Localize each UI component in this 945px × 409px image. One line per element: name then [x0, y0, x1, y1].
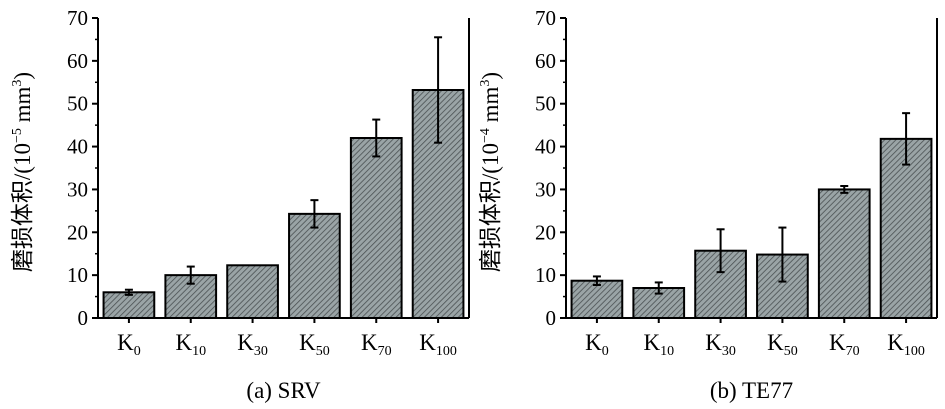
- error-bar-K100: [902, 112, 911, 166]
- y-tick-label-50: 50: [535, 92, 556, 116]
- y-tick-label-50: 50: [67, 92, 88, 116]
- chart-panel-1: K0 K10 K30 K50 K70 K100 0 10 20 30 40 50 60 70 磨损体积/(1…: [10, 6, 470, 403]
- category-label-K30: K30: [237, 330, 268, 359]
- y-tick-label-40: 40: [67, 135, 88, 159]
- category-label-K10: K10: [643, 330, 674, 359]
- error-bar-K10: [186, 265, 195, 285]
- y-tick-label-30: 30: [67, 177, 88, 201]
- error-bar-K100: [434, 36, 443, 144]
- category-label-K70: K70: [829, 330, 860, 359]
- y-tick-label-0: 0: [546, 306, 557, 330]
- bar-K30: [226, 264, 279, 320]
- error-bar-K10: [654, 281, 663, 295]
- y-axis-title: 磨损体积/(10−4 mm3): [478, 72, 503, 272]
- error-bar-K0: [124, 288, 133, 296]
- error-bar-K70: [840, 185, 849, 194]
- bar-K70: [349, 137, 403, 319]
- bar-K50: [288, 212, 341, 319]
- error-bar-K0: [592, 275, 601, 286]
- bar-K100: [879, 137, 933, 319]
- category-label-K30: K30: [705, 330, 736, 359]
- y-tick-label-70: 70: [535, 6, 556, 30]
- y-tick-label-0: 0: [78, 306, 89, 330]
- y-axis-title: 磨损体积/(10−5 mm3): [10, 72, 35, 272]
- category-label-K50: K50: [299, 330, 330, 359]
- error-bar-K30: [716, 228, 725, 274]
- category-label-K0: K0: [117, 330, 141, 359]
- y-tick-label-60: 60: [67, 49, 88, 73]
- category-label-K50: K50: [767, 330, 798, 359]
- panel-caption: (b) TE77: [710, 378, 793, 403]
- category-label-K100: K100: [419, 330, 457, 359]
- y-tick-label-20: 20: [535, 220, 556, 244]
- panel-caption: (a) SRV: [246, 378, 321, 403]
- y-tick-label-30: 30: [535, 177, 556, 201]
- y-tick-label-20: 20: [67, 220, 88, 244]
- y-tick-label-40: 40: [535, 135, 556, 159]
- error-bar-K50: [778, 226, 787, 283]
- category-label-K10: K10: [175, 330, 206, 359]
- category-label-K100: K100: [887, 330, 925, 359]
- category-label-K0: K0: [585, 330, 609, 359]
- chart-panel-2: K0 K10 K30 K50 K70 K100 0 10 20 30 40 50 60 70 磨损体积/(1…: [478, 6, 938, 403]
- category-label-K70: K70: [361, 330, 392, 359]
- bar-K70: [817, 188, 871, 319]
- y-tick-label-60: 60: [535, 49, 556, 73]
- bar-K0: [570, 279, 624, 319]
- y-tick-label-10: 10: [67, 263, 88, 287]
- y-tick-label-10: 10: [535, 263, 556, 287]
- error-bar-K70: [372, 118, 381, 158]
- bar-K0: [102, 291, 156, 320]
- error-bar-K50: [310, 199, 319, 229]
- y-tick-label-70: 70: [67, 6, 88, 30]
